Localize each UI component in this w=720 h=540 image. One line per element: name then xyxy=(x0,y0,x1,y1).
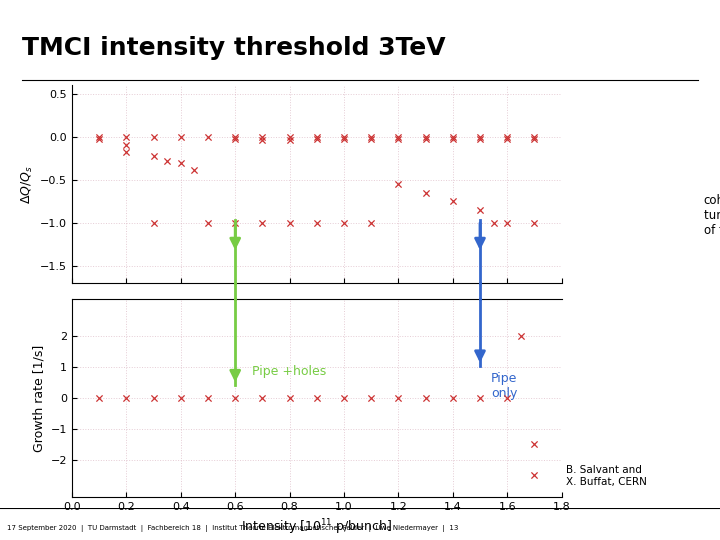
Text: TMCI intensity threshold 3TeV: TMCI intensity threshold 3TeV xyxy=(22,36,445,60)
Point xyxy=(175,158,186,167)
Text: Pipe +holes: Pipe +holes xyxy=(251,365,325,378)
Point xyxy=(230,219,241,227)
Point xyxy=(392,132,404,141)
Point xyxy=(284,132,295,141)
Point xyxy=(284,136,295,145)
Point xyxy=(284,394,295,402)
Point xyxy=(230,394,241,402)
Point xyxy=(338,135,350,144)
Point xyxy=(311,219,323,227)
Point xyxy=(420,394,431,402)
Point xyxy=(256,394,268,402)
Point xyxy=(515,332,526,341)
Point xyxy=(528,135,540,144)
Y-axis label: $\Delta Q/Q_s$: $\Delta Q/Q_s$ xyxy=(19,165,35,204)
Point xyxy=(256,132,268,141)
Point xyxy=(420,135,431,144)
Point xyxy=(121,141,132,150)
Text: coherent
tune shift
of the mode: coherent tune shift of the mode xyxy=(703,194,720,237)
Y-axis label: Growth rate [1/s]: Growth rate [1/s] xyxy=(32,345,45,451)
Point xyxy=(366,219,377,227)
Text: Pipe
only: Pipe only xyxy=(491,372,517,400)
Point xyxy=(94,135,105,144)
Point xyxy=(311,394,323,402)
Point xyxy=(447,197,459,206)
Point xyxy=(121,394,132,402)
Point xyxy=(366,132,377,141)
Point xyxy=(94,394,105,402)
Point xyxy=(338,394,350,402)
Point xyxy=(447,394,459,402)
Point xyxy=(528,471,540,480)
Point xyxy=(420,188,431,197)
Text: B. Salvant and
X. Buffat, CERN: B. Salvant and X. Buffat, CERN xyxy=(567,465,647,487)
Point xyxy=(366,135,377,144)
Point xyxy=(392,135,404,144)
Point xyxy=(161,157,173,165)
Point xyxy=(256,219,268,227)
Point xyxy=(392,180,404,188)
Point xyxy=(447,135,459,144)
Point xyxy=(175,394,186,402)
Point xyxy=(392,394,404,402)
Point xyxy=(420,132,431,141)
Point xyxy=(284,219,295,227)
Point xyxy=(202,132,214,141)
Point xyxy=(338,219,350,227)
Point xyxy=(447,132,459,141)
X-axis label: Intensity [$10^{11}$ p/bunch]: Intensity [$10^{11}$ p/bunch] xyxy=(241,517,392,537)
Point xyxy=(474,135,486,144)
Point xyxy=(230,134,241,143)
Point xyxy=(528,132,540,141)
Point xyxy=(501,219,513,227)
Point xyxy=(366,394,377,402)
Point xyxy=(501,394,513,402)
Point xyxy=(501,135,513,144)
Point xyxy=(474,394,486,402)
Point xyxy=(121,148,132,157)
Point xyxy=(175,132,186,141)
Point xyxy=(148,132,159,141)
Point xyxy=(501,132,513,141)
Point xyxy=(94,132,105,141)
Point xyxy=(148,219,159,227)
Point xyxy=(311,135,323,144)
Point xyxy=(474,132,486,141)
Point xyxy=(474,206,486,214)
Point xyxy=(202,219,214,227)
Text: 17 September 2020  |  TU Darmstadt  |  Fachbereich 18  |  Institut Theorie Elekt: 17 September 2020 | TU Darmstadt | Fachb… xyxy=(7,525,459,532)
Point xyxy=(148,394,159,402)
Point xyxy=(528,219,540,227)
Point xyxy=(256,136,268,145)
Point xyxy=(189,165,200,174)
Point xyxy=(121,132,132,141)
Point xyxy=(338,132,350,141)
Point xyxy=(202,394,214,402)
Point xyxy=(528,440,540,449)
Point xyxy=(148,151,159,160)
Point xyxy=(311,132,323,141)
Point xyxy=(230,132,241,141)
Point xyxy=(488,219,500,227)
